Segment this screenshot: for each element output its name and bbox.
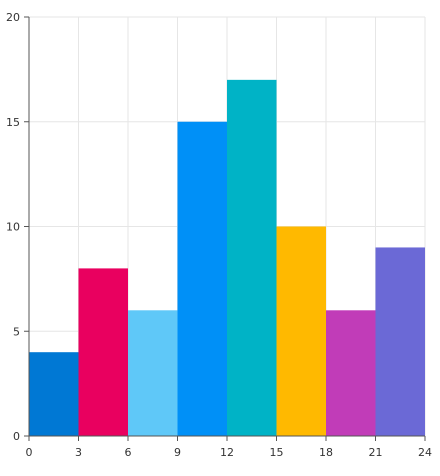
bar-3[interactable] bbox=[177, 121, 228, 436]
y-tick-label-2: 10 bbox=[6, 221, 20, 234]
x-tick-label-1: 3 bbox=[75, 446, 82, 459]
x-tick-label-6: 18 bbox=[319, 446, 333, 459]
bar-6[interactable] bbox=[326, 310, 376, 436]
bars bbox=[29, 79, 426, 437]
y-tick-label-1: 5 bbox=[13, 325, 20, 338]
x-tick-label-2: 6 bbox=[125, 446, 132, 459]
bar-7[interactable] bbox=[375, 247, 426, 436]
bar-1[interactable] bbox=[78, 268, 129, 436]
tick-labels: 0 3 6 9 12 15 18 21 24 0 5 10 15 20 bbox=[6, 11, 432, 459]
bar-2[interactable] bbox=[128, 310, 178, 436]
x-tick-label-3: 9 bbox=[174, 446, 181, 459]
y-tick-label-3: 15 bbox=[6, 116, 20, 129]
x-tick-label-0: 0 bbox=[26, 446, 33, 459]
bar-0[interactable] bbox=[29, 352, 79, 436]
x-tick-label-8: 24 bbox=[418, 446, 432, 459]
axes bbox=[24, 16, 426, 441]
x-tick-label-5: 15 bbox=[270, 446, 284, 459]
y-tick-label-4: 20 bbox=[6, 11, 20, 24]
x-tick-label-4: 12 bbox=[220, 446, 234, 459]
x-tick-label-7: 21 bbox=[369, 446, 383, 459]
bar-4[interactable] bbox=[227, 79, 277, 436]
bar-5[interactable] bbox=[276, 226, 327, 437]
y-tick-label-0: 0 bbox=[13, 430, 20, 443]
